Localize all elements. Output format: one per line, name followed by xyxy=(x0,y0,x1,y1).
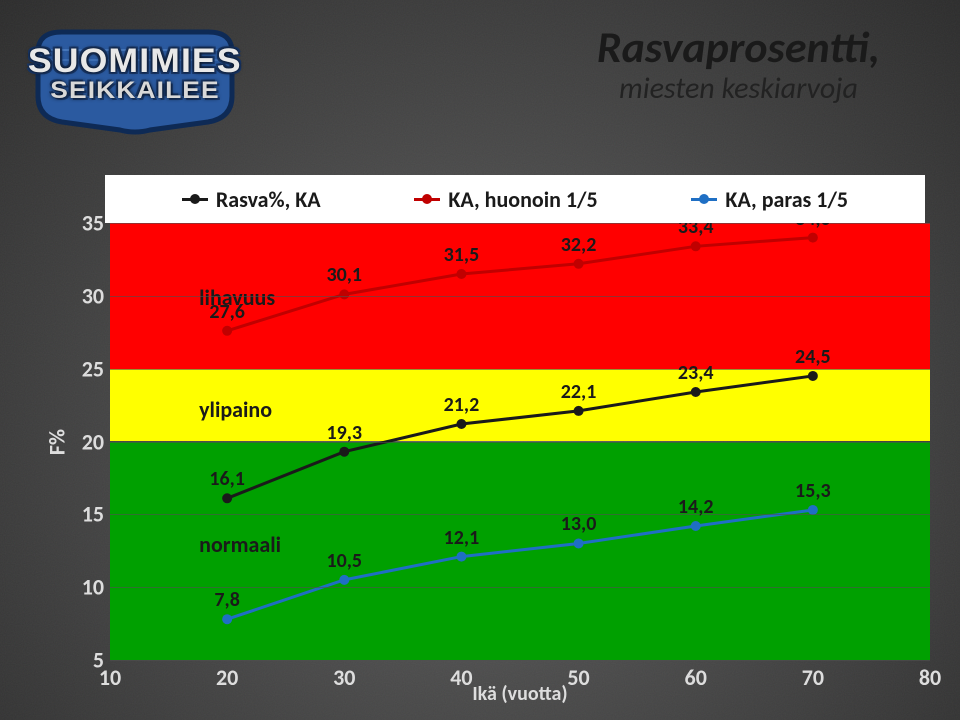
y-tick: 15 xyxy=(82,501,104,528)
data-label: 22,1 xyxy=(561,380,597,404)
data-marker xyxy=(691,521,701,531)
series-line xyxy=(227,376,813,498)
gridline xyxy=(110,514,930,515)
zone-label: ylipaino xyxy=(199,396,272,423)
logo-text-bottom: SEIKKAILEE xyxy=(50,77,219,105)
x-tick: 20 xyxy=(216,664,238,691)
legend-label: Rasva%, KA xyxy=(216,186,321,213)
data-marker xyxy=(222,326,232,336)
data-marker xyxy=(456,419,466,429)
series-line xyxy=(227,510,813,619)
zone-label: normaali xyxy=(199,531,281,558)
data-label: 21,2 xyxy=(444,393,480,417)
gridline xyxy=(110,442,930,443)
data-label: 16,1 xyxy=(209,467,245,491)
legend-label: KA, paras 1/5 xyxy=(725,186,848,213)
legend-item: KA, huonoin 1/5 xyxy=(414,186,597,213)
data-marker xyxy=(222,614,232,624)
data-label: 31,5 xyxy=(444,243,480,267)
x-tick: 70 xyxy=(802,664,824,691)
legend-item: Rasva%, KA xyxy=(182,186,321,213)
page-title: Rasvaprosentti, xyxy=(597,20,880,74)
plot-area: lihavuusylipainonormaali27,630,131,532,2… xyxy=(110,223,930,660)
data-label: 7,8 xyxy=(214,588,239,612)
data-label: 14,2 xyxy=(678,495,714,519)
legend-label: KA, huonoin 1/5 xyxy=(448,186,597,213)
data-marker xyxy=(339,575,349,585)
data-marker xyxy=(574,259,584,269)
y-axis-label: F% xyxy=(44,428,71,454)
data-label: 12,1 xyxy=(444,525,480,549)
data-label: 24,5 xyxy=(795,345,831,369)
app-logo: SUOMIMIES SEIKKAILEE xyxy=(30,20,240,140)
data-label: 30,1 xyxy=(326,263,362,287)
data-label: 27,6 xyxy=(209,300,245,324)
data-label: 13,0 xyxy=(561,512,597,536)
chart-area: F% 5101520253035 lihavuusylipainonormaal… xyxy=(60,223,930,700)
y-tick: 10 xyxy=(82,574,104,601)
page-subtitle: miesten keskiarvoja xyxy=(597,70,880,107)
data-marker xyxy=(808,233,818,243)
x-tick: 80 xyxy=(919,664,941,691)
data-label: 23,4 xyxy=(678,361,714,385)
x-tick: 40 xyxy=(450,664,472,691)
data-marker xyxy=(808,371,818,381)
series-line xyxy=(227,238,813,331)
data-marker xyxy=(456,552,466,562)
data-marker xyxy=(456,269,466,279)
y-tick: 30 xyxy=(82,282,104,309)
gridline xyxy=(110,369,930,370)
data-label: 32,2 xyxy=(561,233,597,257)
data-label: 15,3 xyxy=(795,479,831,503)
x-axis-label: Ikä (vuotta) xyxy=(472,682,567,706)
x-axis: Ikä (vuotta) 1020304050607080 xyxy=(110,660,930,700)
legend-item: KA, paras 1/5 xyxy=(691,186,848,213)
gridline xyxy=(110,296,930,297)
data-marker xyxy=(222,493,232,503)
data-marker xyxy=(574,538,584,548)
data-marker xyxy=(691,241,701,251)
data-marker xyxy=(339,289,349,299)
y-tick: 35 xyxy=(82,210,104,237)
x-tick: 50 xyxy=(567,664,589,691)
logo-text-top: SUOMIMIES xyxy=(28,42,242,81)
chart-legend: Rasva%, KA KA, huonoin 1/5 KA, paras 1/5 xyxy=(105,175,925,223)
y-tick: 20 xyxy=(82,428,104,455)
data-label: 19,3 xyxy=(326,420,362,444)
y-axis: F% 5101520253035 xyxy=(60,223,110,660)
data-marker xyxy=(339,447,349,457)
x-tick: 30 xyxy=(333,664,355,691)
data-label: 10,5 xyxy=(326,549,362,573)
page-title-block: Rasvaprosentti, miesten keskiarvoja xyxy=(597,20,880,107)
x-tick: 60 xyxy=(685,664,707,691)
data-marker xyxy=(574,406,584,416)
x-tick: 10 xyxy=(99,664,121,691)
data-marker xyxy=(691,387,701,397)
y-tick: 25 xyxy=(82,355,104,382)
